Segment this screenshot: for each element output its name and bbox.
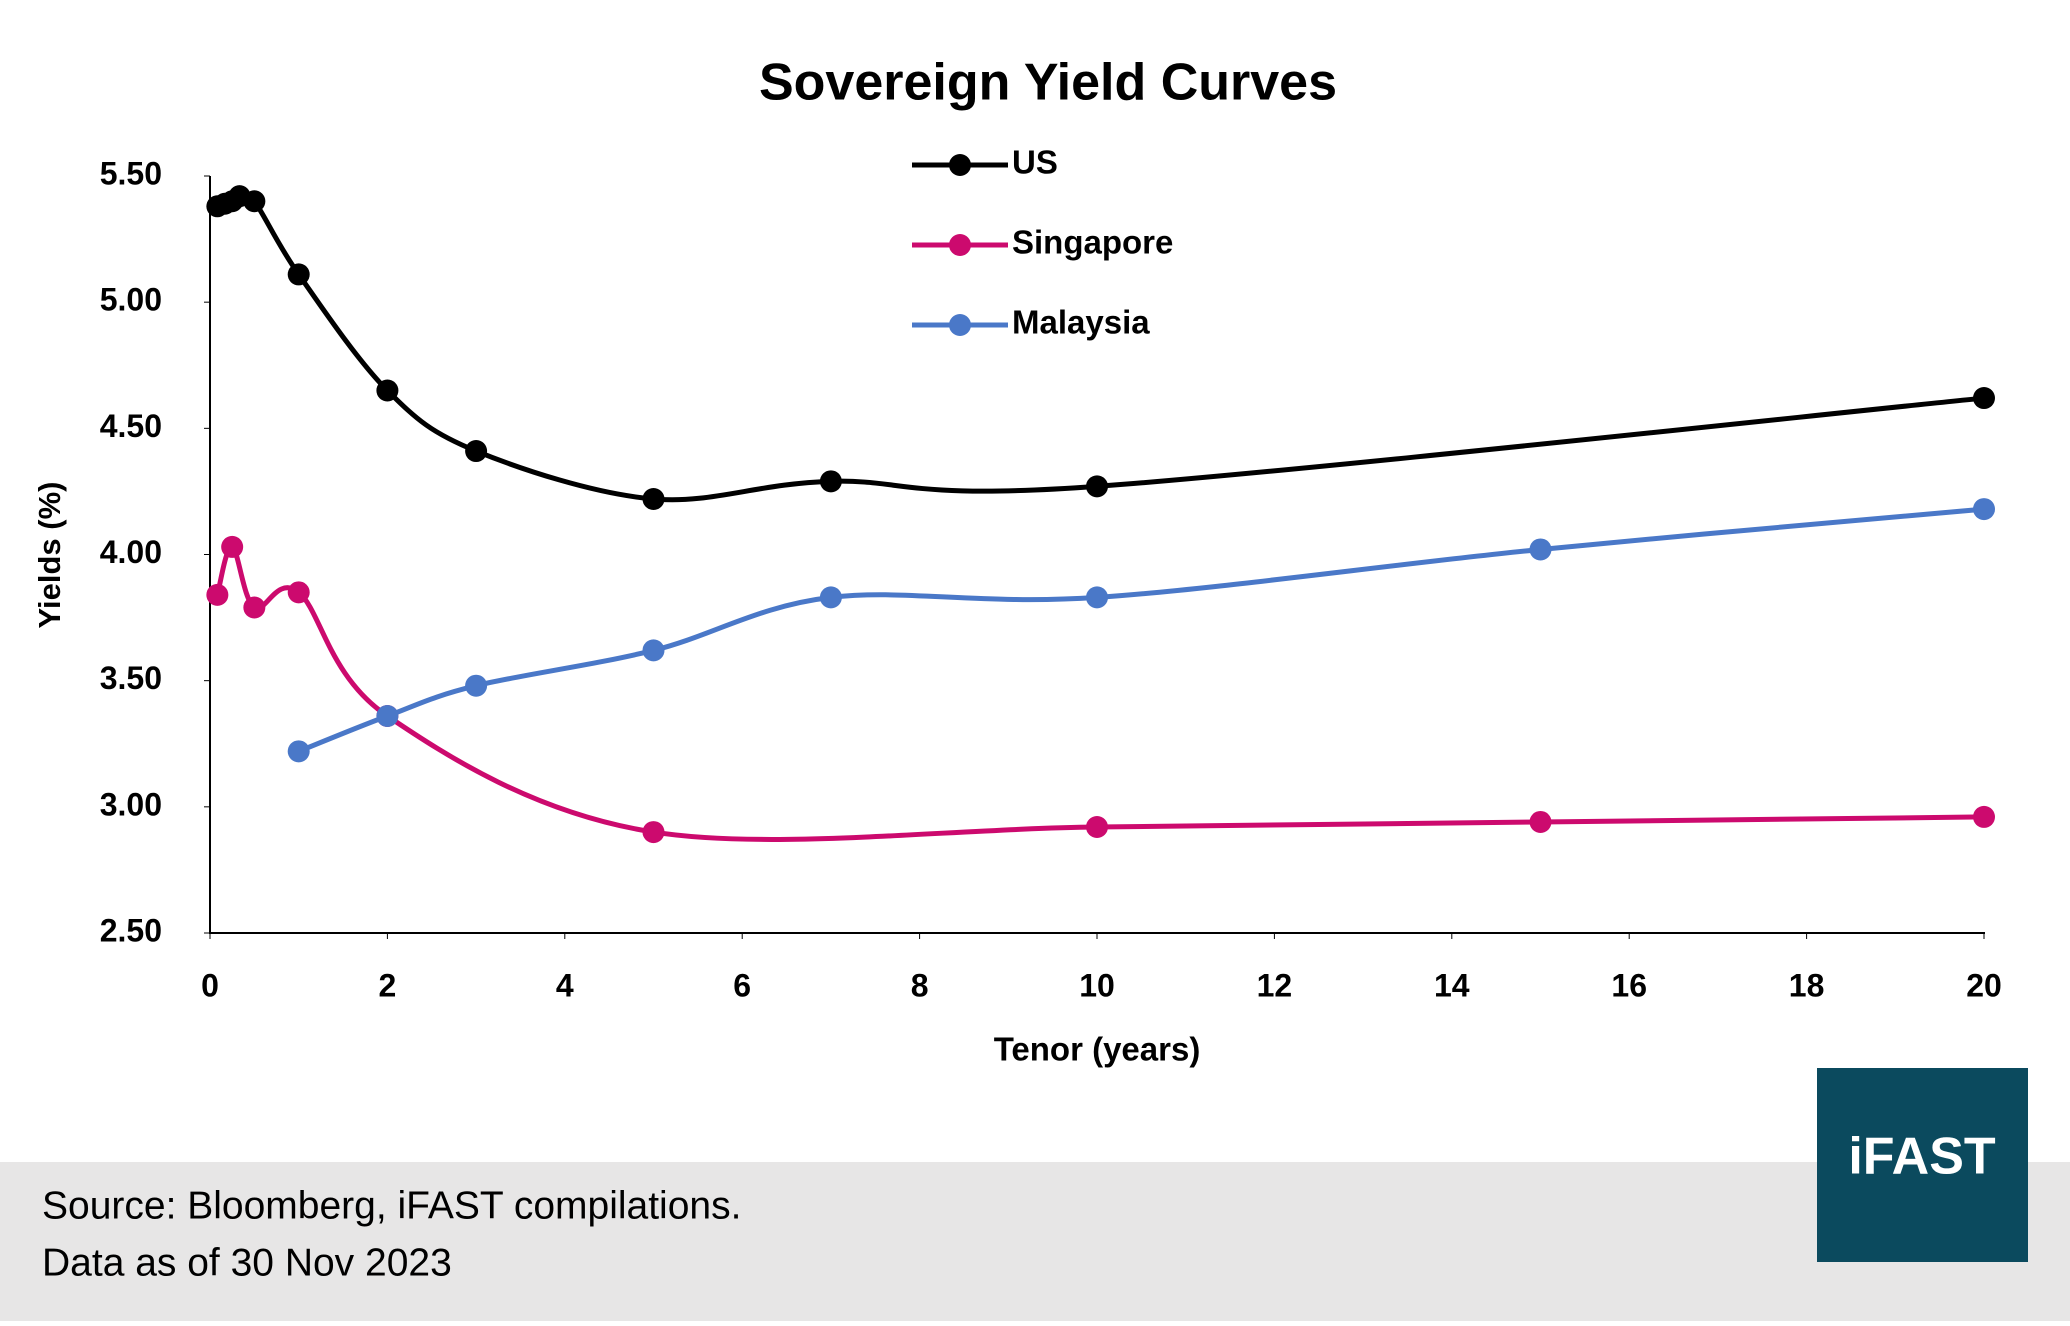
- data-point: [376, 379, 399, 402]
- data-point: [642, 487, 665, 510]
- chart-title: Sovereign Yield Curves: [759, 54, 1337, 112]
- series-line: [297, 506, 1985, 754]
- data-point: [287, 740, 310, 763]
- data-point: [1529, 538, 1552, 561]
- logo-box: [1817, 1068, 2028, 1262]
- data-point: [1973, 805, 1995, 828]
- data-point: [1973, 387, 1995, 410]
- x-tick-label: 18: [1789, 967, 1825, 1003]
- y-tick-label: 3.50: [100, 660, 162, 696]
- y-axis-label: Yields (%): [32, 482, 67, 629]
- data-point: [1086, 586, 1108, 609]
- x-tick-label: 6: [733, 967, 751, 1003]
- data-point: [206, 583, 229, 606]
- x-tick-label: 14: [1434, 967, 1470, 1003]
- legend-label: Malaysia: [1012, 304, 1150, 341]
- data-point: [221, 535, 244, 558]
- y-tick-label: 4.00: [100, 534, 162, 570]
- x-tick-label: 12: [1257, 967, 1293, 1003]
- data-point: [819, 470, 842, 493]
- x-tick-label: 2: [379, 967, 397, 1003]
- x-tick-label: 20: [1966, 967, 2002, 1003]
- source-note: Source: Bloomberg, iFAST compilations.: [42, 1184, 741, 1227]
- date-note: Data as of 30 Nov 2023: [42, 1241, 452, 1284]
- data-point: [1086, 475, 1108, 498]
- legend-label: Singapore: [1012, 224, 1173, 261]
- x-tick-label: 16: [1611, 967, 1647, 1003]
- x-tick-label: 4: [556, 967, 574, 1003]
- x-axis-label: Tenor (years): [994, 1031, 1201, 1068]
- data-point: [819, 586, 842, 609]
- y-tick-label: 5.00: [100, 282, 162, 318]
- data-point: [1086, 816, 1108, 839]
- data-point: [243, 596, 266, 619]
- x-tick-label: 0: [201, 967, 219, 1003]
- footer-band: [0, 1162, 2070, 1321]
- x-tick-label: 10: [1079, 967, 1115, 1003]
- data-point: [1973, 498, 1995, 521]
- data-point: [465, 674, 488, 697]
- x-tick-label: 8: [911, 967, 929, 1003]
- legend-label: US: [1012, 144, 1058, 181]
- legend-marker: [949, 234, 971, 256]
- data-point: [287, 263, 310, 286]
- data-point: [642, 821, 665, 844]
- data-point: [465, 440, 488, 463]
- legend-marker: [949, 314, 971, 336]
- y-tick-label: 5.50: [100, 155, 162, 191]
- data-point: [1529, 810, 1552, 833]
- data-point: [243, 190, 266, 213]
- y-tick-label: 3.00: [100, 786, 162, 822]
- y-tick-label: 2.50: [100, 912, 162, 948]
- data-point: [642, 639, 665, 662]
- data-point: [287, 581, 310, 604]
- y-tick-label: 4.50: [100, 408, 162, 444]
- legend-marker: [949, 154, 971, 176]
- logo: iFAST: [1848, 1128, 1996, 1186]
- data-point: [376, 704, 399, 727]
